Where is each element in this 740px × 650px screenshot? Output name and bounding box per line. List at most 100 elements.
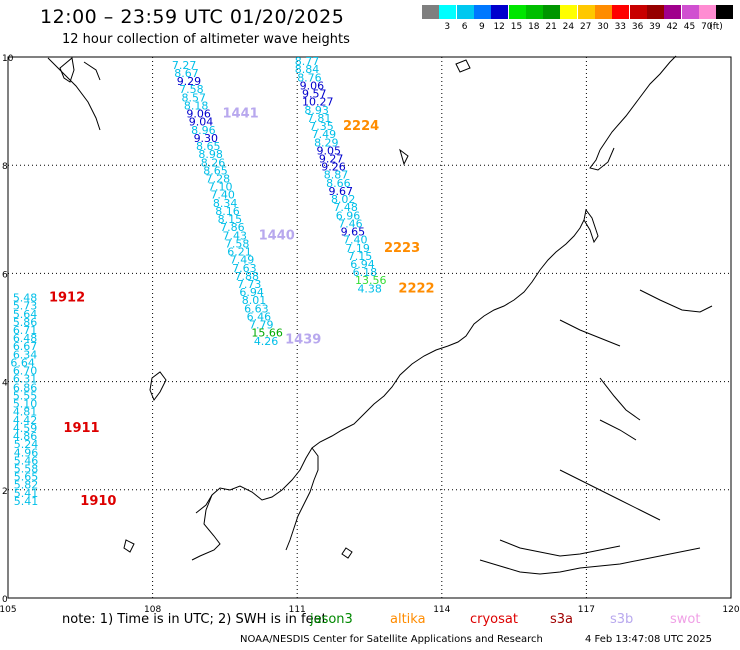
wave-height-value: 7.28 [206, 173, 231, 186]
pass-number-label: 1910 [80, 494, 116, 509]
wave-height-value: 8.84 [295, 63, 320, 76]
wave-height-value: 8.29 [314, 136, 339, 149]
note-text: note: 1) Time is in UTC; 2) SWH is in fe… [62, 612, 327, 627]
wave-height-value: 8.26 [201, 156, 226, 169]
wave-height-value: 8.16 [215, 205, 240, 218]
scale-label: 3 [444, 22, 451, 32]
page-subtitle: 12 hour collection of altimeter wave hei… [62, 32, 350, 47]
wave-height-value: 6.96 [336, 209, 361, 222]
wave-height-value: 5.65 [14, 471, 39, 484]
wave-height-value: 7.35 [309, 120, 334, 133]
wave-height-value: 7.10 [208, 181, 233, 194]
wave-height-value: 6.70 [13, 365, 38, 378]
pass-number-label: 2223 [384, 241, 420, 256]
wave-height-value: 8.65 [196, 140, 221, 153]
scale-swatch [716, 5, 734, 19]
scale-swatch [698, 5, 716, 19]
wave-height-value: 7.40 [343, 234, 368, 247]
wave-height-value: 5.24 [14, 438, 39, 451]
scale-swatch [473, 5, 491, 19]
wave-height-value: 8.98 [198, 148, 223, 161]
wave-height-value: 9.06 [300, 79, 325, 92]
wave-height-value: 6.94 [350, 258, 375, 271]
scale-label: 6 [461, 22, 468, 32]
scale-swatch [439, 5, 457, 19]
wave-height-value: 7.46 [338, 217, 363, 230]
pass-number-label: 1439 [285, 333, 321, 348]
wave-height-value: 8.34 [213, 197, 238, 210]
wave-height-value: 5.58 [14, 462, 39, 475]
wave-height-value: 5.41 [14, 487, 39, 500]
wave-height-value: 5.73 [13, 300, 38, 313]
y-tick-label: 6 [2, 270, 8, 280]
wave-height-value: 5.64 [13, 308, 38, 321]
wave-height-value: 4.38 [357, 282, 382, 295]
y-tick-label: 10 [2, 54, 14, 64]
wave-height-value: 6.86 [13, 381, 38, 394]
y-tick-label: 0 [2, 595, 8, 605]
x-tick-label: 105 [0, 605, 17, 615]
wave-height-value: 9.65 [341, 226, 366, 239]
legend-item-cryosat: cryosat [470, 612, 518, 627]
wave-height-value: 4.26 [254, 335, 279, 348]
wave-height-value: 7.81 [307, 112, 332, 125]
scale-label: 12 [493, 22, 505, 32]
wave-height-value: 7.19 [345, 242, 370, 255]
wave-height-value: 8.87 [324, 169, 349, 182]
scale-label: 70 [701, 22, 713, 32]
wave-height-value: 7.15 [348, 250, 373, 263]
legend-item-jason3: jason3 [310, 612, 353, 627]
pass-number-label: 1441 [222, 107, 258, 122]
wave-height-value: 9.04 [189, 116, 214, 129]
coastline [47, 55, 713, 575]
y-tick-label: 8 [2, 162, 8, 172]
pass-number-label: 1911 [63, 421, 99, 436]
wave-height-value: 9.29 [177, 75, 202, 88]
wave-height-value: 7.40 [210, 189, 235, 202]
scale-unit: (ft) [709, 22, 723, 32]
wave-height-value: 10.27 [302, 96, 334, 109]
wave-height-value: 9.30 [194, 132, 219, 145]
wave-height-value: 9.06 [186, 108, 211, 121]
wave-height-value: 8.96 [191, 124, 216, 137]
pass-number-label: 2222 [398, 281, 434, 296]
wave-height-value: 13.56 [355, 274, 387, 287]
wave-height-value: 6.31 [13, 373, 38, 386]
wave-height-value: 5.82 [14, 479, 39, 492]
scale-label: 36 [631, 22, 644, 32]
wave-height-value: 8.18 [184, 99, 209, 112]
axis-tick-labels: 105 108 111 114 117 120 0 2 4 6 8 10 [0, 54, 740, 615]
wave-height-value: 8.02 [331, 193, 356, 206]
map-frame [7, 56, 732, 599]
wave-height-value: 6.21 [227, 246, 252, 259]
wave-height-value: 4.81 [13, 406, 38, 419]
wave-height-value: 6.63 [244, 302, 269, 315]
wave-height-value: 9.67 [329, 185, 354, 198]
wave-height-value: 5.55 [13, 389, 38, 402]
scale-swatch [508, 5, 526, 19]
wave-height-value: 8.57 [182, 91, 207, 104]
wave-height-value: 4.86 [13, 430, 38, 443]
scale-label: 33 [614, 22, 627, 32]
pass-number-label: 2224 [343, 119, 379, 134]
pass-labels: 1912 1911 1910 1441 1440 1439 2224 2223 2222 [49, 107, 435, 509]
footer-credit: NOAA/NESDIS Center for Satellite Applica… [240, 634, 543, 645]
wave-height-value: 8.65 [203, 164, 228, 177]
scale-swatch [525, 5, 543, 19]
legend-item-altika: altika [390, 612, 426, 627]
wave-height-value: 7.27 [172, 59, 197, 72]
wave-height-value: 6.67 [13, 340, 38, 353]
legend-item-s3a: s3a [550, 612, 574, 627]
scale-label: 27 [579, 22, 592, 32]
wave-height-value: 5.41 [14, 495, 39, 508]
wave-height-value: 6.71 [13, 324, 38, 337]
x-tick-label: 108 [144, 605, 161, 615]
y-tick-label: 4 [2, 379, 8, 389]
scale-swatch [646, 5, 664, 19]
scale-label: 9 [479, 22, 485, 32]
wave-height-value: 4.42 [13, 414, 38, 427]
wave-height-value: 6.94 [239, 286, 263, 299]
scale-label: 18 [528, 22, 540, 32]
scale-label: 15 [510, 22, 523, 32]
